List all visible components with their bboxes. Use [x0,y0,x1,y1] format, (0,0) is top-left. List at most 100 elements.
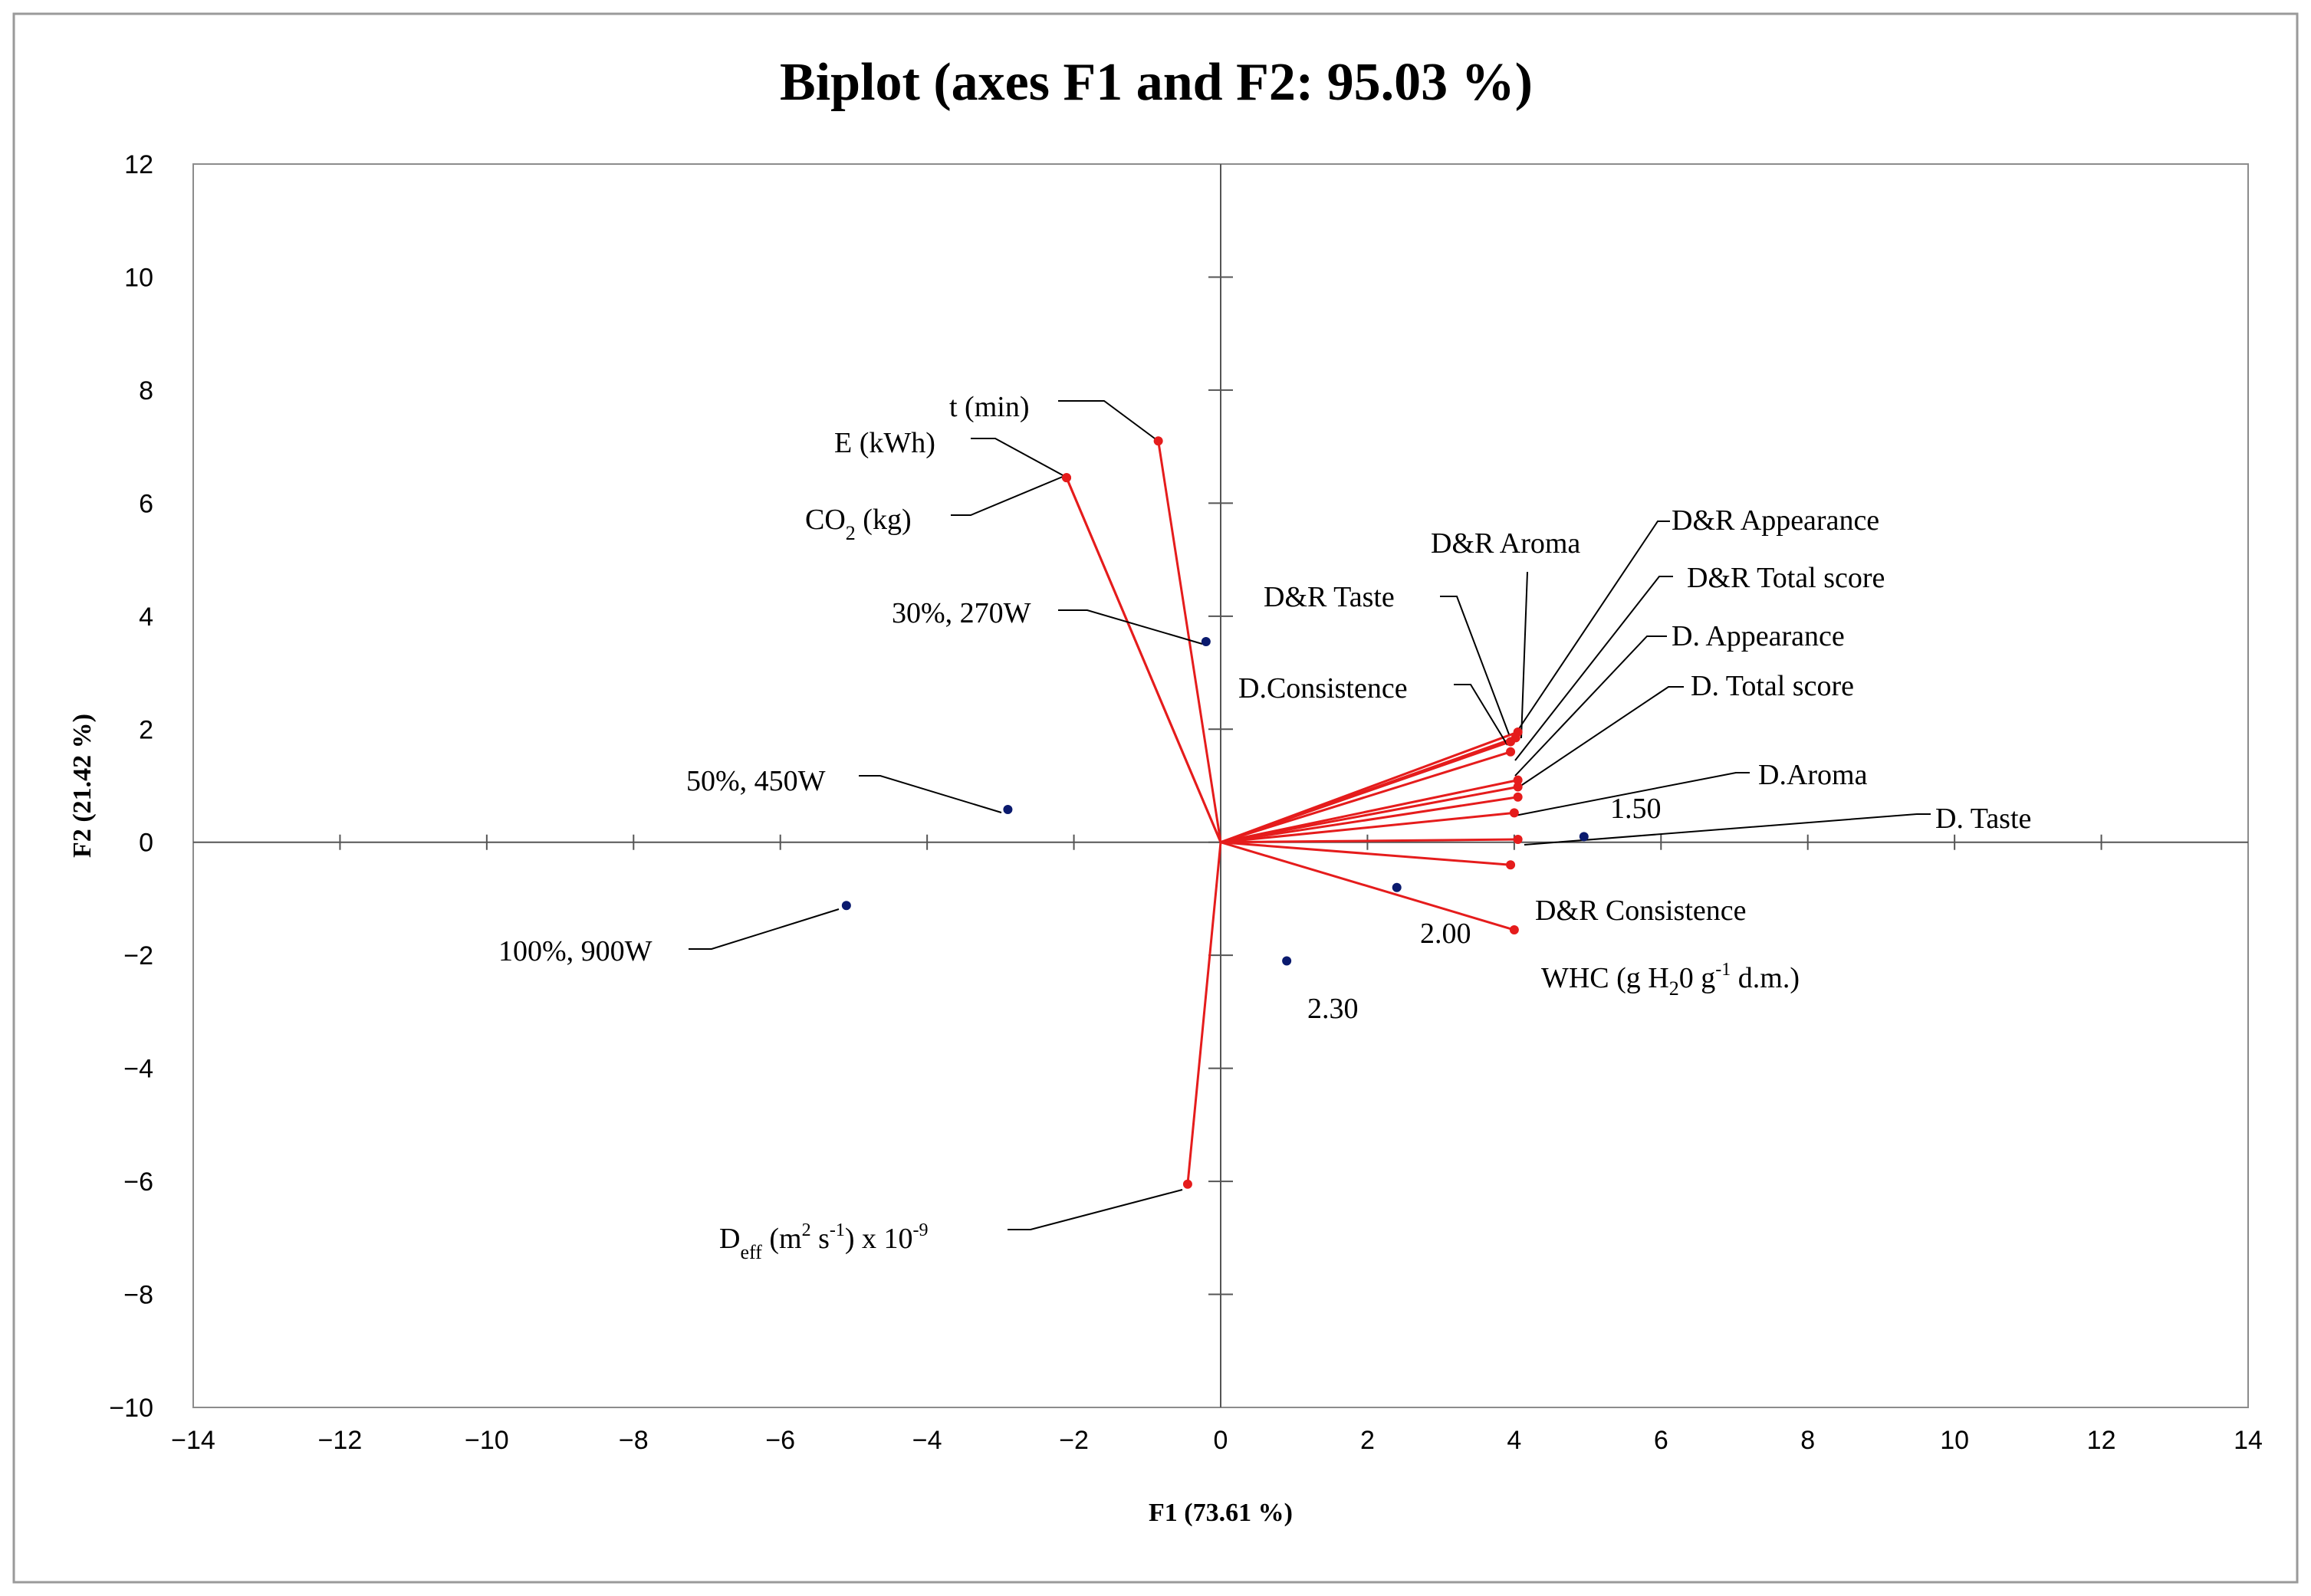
vector-d-consistence [1220,750,1511,844]
vector-d-aroma [1220,811,1515,844]
ticks-layer: −14 −12 −10 −8 −6 −4 −2 0 2 4 6 8 10 12 14 −10 −8 −6 −4 −2 0… [109,150,2263,1455]
x-tick-label: −10 [465,1426,509,1455]
label-dr-appearance: D&R Appearance [1672,504,1879,537]
leader-d-r-taste [1440,596,1510,735]
label-deff: Deff (m2 s-1) x 10-9 [719,1220,929,1263]
y-tick-label: 10 [124,263,153,292]
variable-point-d-r-consistence [1506,860,1516,870]
observation-point-100-900w [841,901,851,911]
deff-part-3: ) x 10 [845,1223,913,1255]
deff-part-1: (m [762,1223,802,1255]
leader-d-consistence [1454,684,1508,746]
variable-point-whc-g-h2o-g-1-d-m [1509,925,1519,935]
leader-50-450w [859,775,1002,813]
deff-sub: eff [740,1241,762,1263]
label-dr-total-score: D&R Total score [1687,562,1885,594]
leader-e-kwh [971,438,1065,477]
vector-d-r-consistence [1220,841,1511,866]
y-tick-label: −2 [123,941,153,970]
leader-d-r-aroma [1520,571,1528,739]
x-tick-label: −6 [765,1426,795,1455]
whc-sup: -1 [1715,960,1731,980]
deff-main: D [719,1223,740,1255]
x-tick-label: 12 [2087,1426,2116,1455]
variable-point-d-appearance [1513,782,1523,792]
label-dr-aroma: D&R Aroma [1431,527,1580,560]
x-tick-label: 10 [1940,1426,1969,1455]
vector-deff-m2-s-1-x-10-9 [1186,842,1222,1184]
whc-part-3: d.m.) [1731,962,1800,994]
label-dr-consistence: D&R Consistence [1535,895,1746,927]
y-tick-label: −4 [123,1055,153,1084]
leader-d-r-total-score [1514,576,1673,761]
leader-100-900w [689,908,840,950]
variable-point-d-consistence [1506,747,1516,757]
x-tick-label: 4 [1507,1426,1521,1455]
label-d-appearance: D. Appearance [1672,620,1845,652]
label-obs-2-00: 2.00 [1420,918,1471,950]
co2-sub: 2 [846,522,856,544]
chart-outer-border [12,12,2299,1584]
leader-co2-kg [951,475,1065,516]
variable-point-co2-kg [1062,473,1071,483]
x-tick-label: 0 [1214,1426,1228,1455]
observation-point-1-50 [1579,832,1589,842]
chart-title: Biplot (axes F1 and F2: 95.03 %) [780,53,1533,112]
x-tick-label: 6 [1654,1426,1668,1455]
variable-point-d-total-score [1513,792,1523,802]
variable-point-t-min [1153,436,1163,446]
label-t-min: t (min) [949,391,1029,423]
leader-deff-m2-s-1-x-10-9 [1008,1189,1183,1230]
y-tick-label: 2 [139,715,153,744]
whc-sub: 2 [1669,977,1679,1000]
y-tick-label: −6 [123,1167,153,1197]
leader-d-appearance [1514,635,1667,777]
deff-sup-1: 2 [802,1220,811,1240]
variable-point-d-taste [1513,835,1523,845]
leader-30-270w [1058,609,1203,645]
x-tick-label: −2 [1059,1426,1089,1455]
leader-d-aroma [1514,772,1750,816]
label-e-kwh: E (kWh) [834,427,935,459]
y-tick-label: 6 [139,489,153,518]
variable-point-d-aroma [1509,808,1519,818]
deff-sup-3: -9 [913,1220,929,1240]
whc-part-2: 0 g [1679,962,1716,994]
point-labels: t (min) E (kWh) CO2 (kg) 30%, 270W D&R A… [498,391,2031,1263]
label-d-total-score: D. Total score [1691,670,1854,702]
co2-main: CO [805,504,846,536]
variable-point-d-r-total-score [1513,775,1523,785]
label-obs-2-30: 2.30 [1307,993,1359,1025]
vector-whc-g-h2o-g-1-d-m [1220,841,1515,931]
x-tick-label: −14 [171,1426,215,1455]
co2-rest: (kg) [856,504,912,536]
observation-point-50-450w [1003,804,1013,814]
label-d-consistence: D.Consistence [1238,672,1408,704]
x-axis-title: F1 (73.61 %) [1149,1499,1293,1527]
leader-d-total-score [1514,686,1684,790]
whc-part-1: WHC (g H [1541,962,1669,994]
label-obs-1-50: 1.50 [1610,793,1662,825]
observation-point-2-00 [1392,882,1402,892]
label-obs-100-900w: 100%, 900W [498,935,653,967]
x-tick-label: 2 [1360,1426,1375,1455]
data-points [841,436,1589,1189]
leader-d-taste [1524,813,1931,846]
x-tick-label: −4 [912,1426,942,1455]
y-tick-label: 4 [139,603,153,632]
x-tick-label: 14 [2234,1426,2263,1455]
label-whc: WHC (g H20 g-1 d.m.) [1541,960,1800,1000]
deff-part-2: s [811,1223,830,1255]
observation-point-30-270w [1201,636,1211,646]
y-axis-title: F2 (21.42 %) [68,714,97,858]
vector-d-total-score [1220,796,1518,844]
vector-d-appearance [1220,785,1518,844]
vector-d-taste [1220,838,1518,844]
deff-sup-2: -1 [830,1220,845,1240]
vector-t-min [1157,441,1222,842]
label-obs-50-450w: 50%, 450W [686,765,826,797]
label-dr-taste: D&R Taste [1264,581,1395,613]
y-tick-label: −10 [109,1394,153,1423]
variable-point-d-r-taste [1506,737,1516,747]
